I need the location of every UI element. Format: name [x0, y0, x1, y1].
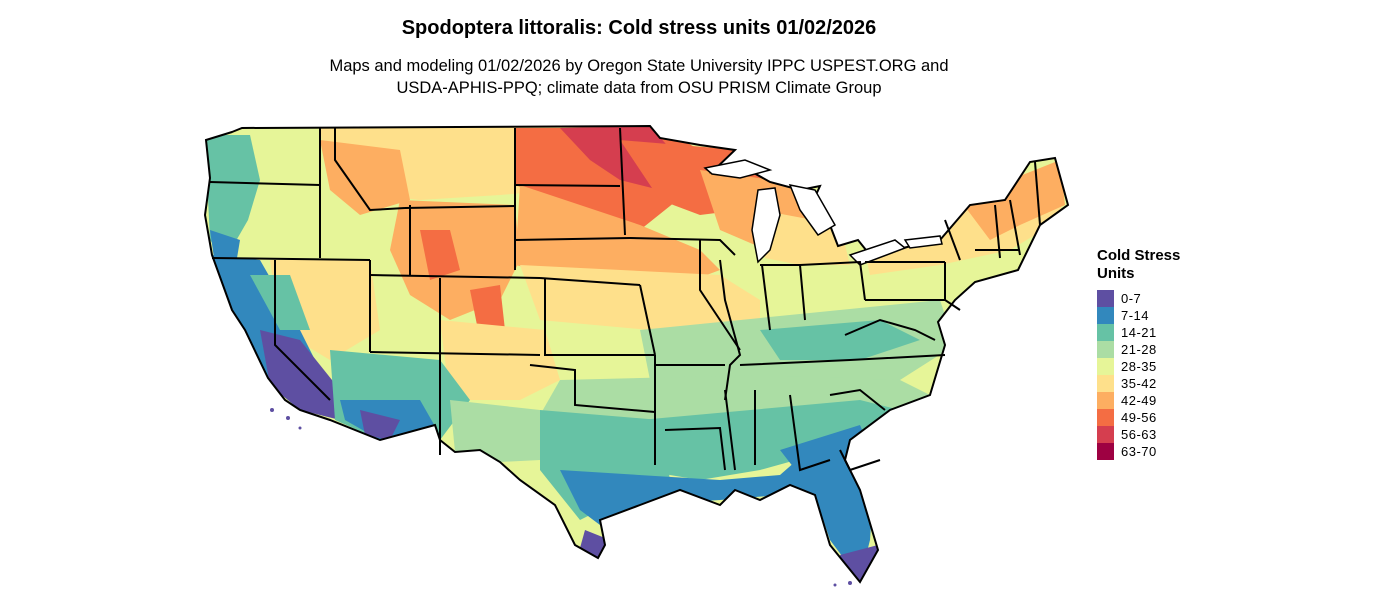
legend-items: 0-7 7-14 14-21 21-28 28-35 35-42 42-49 49-56 56-… [1097, 290, 1217, 460]
legend-label: 49-56 [1121, 410, 1157, 425]
legend-item: 0-7 [1097, 290, 1217, 307]
legend-label: 0-7 [1121, 291, 1142, 306]
legend-swatch [1097, 307, 1114, 324]
legend-label: 28-35 [1121, 359, 1157, 374]
legend-item: 49-56 [1097, 409, 1217, 426]
legend-item: 56-63 [1097, 426, 1217, 443]
legend-swatch [1097, 375, 1114, 392]
legend-label: 42-49 [1121, 393, 1157, 408]
legend-item: 63-70 [1097, 443, 1217, 460]
legend-label: 7-14 [1121, 308, 1150, 323]
legend-item: 14-21 [1097, 324, 1217, 341]
island-specks [270, 408, 852, 587]
legend-label: 21-28 [1121, 342, 1157, 357]
legend-title: Cold Stress Units [1097, 247, 1181, 282]
map-subtitle: Maps and modeling 01/02/2026 by Oregon S… [0, 55, 1278, 99]
map-title: Spodoptera littoralis: Cold stress units… [401, 17, 877, 39]
legend-swatch [1097, 392, 1114, 409]
legend-swatch [1097, 409, 1114, 426]
legend-label: 56-63 [1121, 427, 1157, 442]
legend-label: 14-21 [1121, 325, 1157, 340]
state-borders [209, 127, 1041, 472]
legend-label: 63-70 [1121, 444, 1157, 459]
legend-swatch [1097, 358, 1114, 375]
legend-swatch [1097, 443, 1114, 460]
subtitle-line-1: Maps and modeling 01/02/2026 by Oregon S… [329, 57, 949, 75]
legend-label: 35-42 [1121, 376, 1157, 391]
legend-item: 21-28 [1097, 341, 1217, 358]
heat-fill [205, 126, 1068, 582]
legend-swatch [1097, 341, 1114, 358]
legend-item: 42-49 [1097, 392, 1217, 409]
legend-item: 7-14 [1097, 307, 1217, 324]
legend-swatch [1097, 290, 1114, 307]
legend-swatch [1097, 426, 1114, 443]
legend-item: 28-35 [1097, 358, 1217, 375]
subtitle-line-2: USDA-APHIS-PPQ; climate data from OSU PR… [396, 79, 882, 97]
legend-item: 35-42 [1097, 375, 1217, 392]
legend-swatch [1097, 324, 1114, 341]
legend: Cold Stress Units 0-7 7-14 14-21 21-28 28-35… [1097, 247, 1217, 460]
